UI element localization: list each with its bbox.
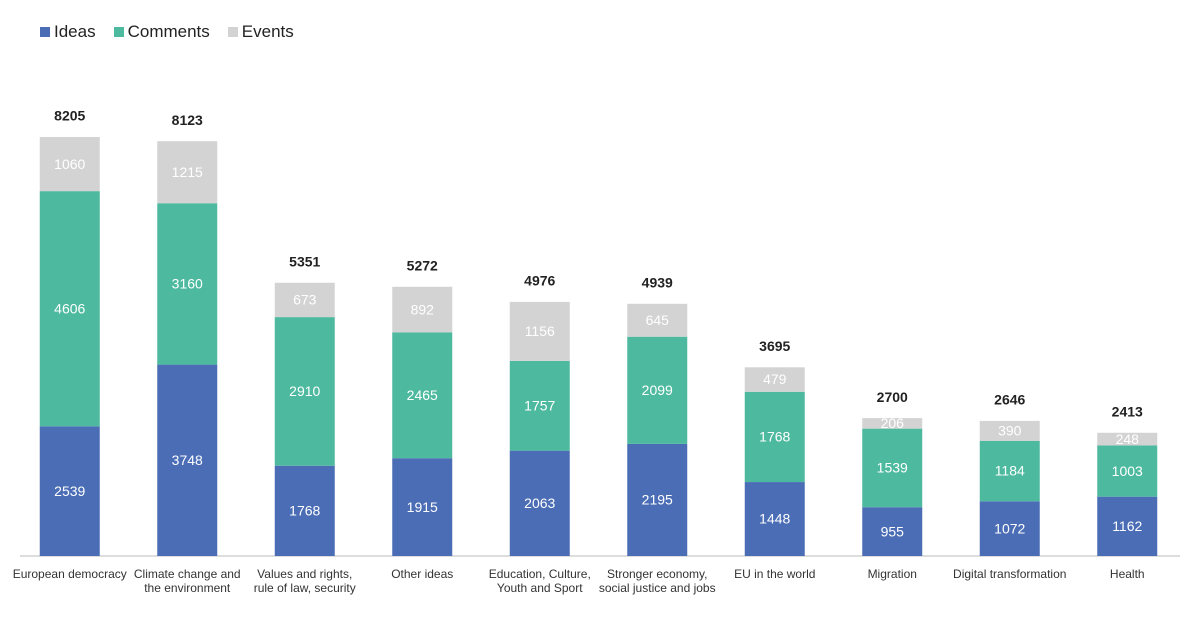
value-label: 206 (881, 415, 905, 431)
x-tick-label: Climate change and the environment (133, 567, 241, 595)
total-label: 2646 (994, 392, 1025, 408)
bar-segment (392, 332, 453, 459)
total-label: 2413 (1112, 403, 1143, 419)
x-tick-label: Other ideas (391, 567, 454, 581)
x-tick-label: Stronger economy, social justice and job… (598, 567, 716, 595)
bar-segment (157, 203, 218, 365)
value-label: 645 (646, 312, 670, 328)
value-label: 3160 (172, 276, 203, 292)
legend-swatch (227, 27, 238, 37)
legend-swatch (113, 27, 124, 37)
value-label: 955 (881, 523, 905, 539)
legend-item: Comments (113, 22, 210, 42)
legend-item: Events (227, 22, 294, 42)
bar-segment (392, 286, 453, 333)
total-label: 4976 (524, 273, 555, 289)
bar-segment (627, 336, 688, 444)
bar-segment (744, 391, 805, 483)
total-label: 3695 (759, 338, 790, 354)
total-label: 2700 (877, 389, 908, 405)
bar-segment (157, 364, 218, 556)
x-tick-label: EU in the world (734, 567, 816, 581)
legend-label: Comments (127, 22, 210, 41)
value-label: 1757 (524, 397, 555, 413)
value-label: 3748 (172, 452, 203, 468)
value-label: 673 (293, 292, 317, 308)
legend-item: Ideas (40, 22, 96, 42)
total-label: 5351 (289, 253, 320, 269)
value-label: 1162 (1112, 518, 1142, 534)
bar-segment (862, 507, 923, 556)
bar-segment (862, 418, 923, 429)
x-tick-label: Health (1109, 567, 1145, 581)
value-label: 2099 (642, 382, 673, 398)
value-label: 4606 (54, 300, 85, 316)
value-label: 1915 (407, 499, 438, 515)
bar-segment (509, 450, 570, 556)
value-label: 2910 (289, 383, 320, 399)
bar-segment (627, 443, 688, 556)
bar-segment (744, 482, 805, 556)
legend: Ideas Comments Events (40, 22, 294, 42)
value-label: 2195 (642, 492, 673, 508)
bar-segment (627, 303, 688, 337)
value-label: 248 (1116, 431, 1140, 447)
bar-segment (39, 137, 100, 192)
bar-segment (509, 360, 570, 451)
value-label: 2063 (524, 495, 555, 511)
x-tick-label: Migration (867, 567, 917, 581)
x-tick-label: Digital transformation (953, 567, 1067, 581)
bar-segment (509, 301, 570, 361)
bar-segment (274, 282, 335, 318)
bar-segment (274, 317, 335, 466)
value-label: 1184 (995, 463, 1025, 479)
total-label: 8205 (54, 108, 85, 124)
value-label: 1072 (994, 520, 1025, 536)
legend-label: Ideas (54, 22, 96, 41)
bar-segment (862, 428, 923, 508)
total-label: 8123 (172, 112, 203, 128)
bar-segment (979, 420, 1040, 441)
bar-segment (392, 458, 453, 556)
bar-segment (157, 141, 218, 204)
value-label: 892 (411, 301, 435, 317)
bar-segment (979, 501, 1040, 556)
total-label: 5272 (407, 257, 438, 273)
bar-segment (1097, 496, 1158, 556)
value-label: 1156 (525, 323, 555, 339)
bar-segment (1097, 432, 1158, 446)
total-label: 4939 (642, 274, 673, 290)
value-label: 1448 (759, 511, 790, 527)
value-label: 390 (998, 423, 1022, 439)
bar-segment (39, 191, 100, 427)
bar-segment (979, 440, 1040, 502)
value-label: 479 (763, 371, 787, 387)
value-label: 1215 (172, 164, 203, 180)
bar-segment (274, 465, 335, 556)
x-tick-label: Education, Culture, Youth and Sport (488, 567, 591, 595)
value-label: 2465 (407, 387, 438, 403)
legend-swatch (40, 27, 50, 37)
value-label: 1768 (759, 429, 790, 445)
legend-label: Events (241, 22, 294, 41)
value-label: 1539 (877, 460, 908, 476)
x-tick-label: European democracy (12, 567, 127, 581)
bar-segment (744, 367, 805, 392)
value-label: 1003 (1112, 463, 1143, 479)
bar-segment (39, 426, 100, 556)
x-tick-label: Values and rights, rule of law, security (253, 567, 356, 595)
value-label: 1060 (54, 156, 85, 172)
value-label: 1768 (289, 503, 320, 519)
value-label: 2539 (54, 483, 85, 499)
bar-segment (1097, 445, 1158, 497)
